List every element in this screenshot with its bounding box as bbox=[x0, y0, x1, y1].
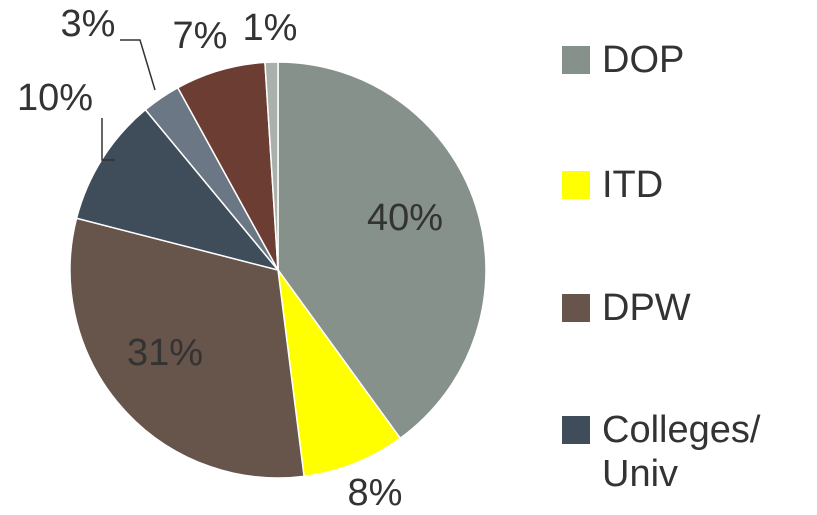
legend-swatch bbox=[562, 416, 590, 444]
legend-label: Colleges/ Univ bbox=[602, 409, 761, 495]
legend-label: DPW bbox=[602, 287, 691, 329]
pie-slice bbox=[69, 217, 305, 479]
data-label: 7% bbox=[173, 15, 228, 57]
pie-slice bbox=[277, 61, 487, 440]
data-label: 3% bbox=[61, 3, 116, 45]
legend-item: Colleges/ Univ bbox=[562, 408, 802, 496]
legend-item: ITD bbox=[562, 163, 802, 207]
pie-slice bbox=[264, 61, 279, 271]
legend-swatch bbox=[562, 46, 590, 74]
legend-swatch bbox=[562, 294, 590, 322]
pie-slice bbox=[277, 269, 402, 478]
legend-item: DOP bbox=[562, 38, 802, 82]
data-label: 1% bbox=[243, 7, 298, 49]
legend-item: DPW bbox=[562, 286, 802, 330]
legend-label: DOP bbox=[602, 39, 685, 81]
legend-swatch bbox=[562, 171, 590, 199]
data-label: 8% bbox=[348, 472, 403, 514]
data-label: 31% bbox=[127, 332, 203, 374]
leader-line bbox=[101, 118, 115, 161]
data-label: 40% bbox=[367, 197, 443, 239]
data-label: 10% bbox=[17, 77, 93, 119]
leader-line bbox=[120, 39, 156, 91]
legend-label: ITD bbox=[602, 164, 664, 206]
